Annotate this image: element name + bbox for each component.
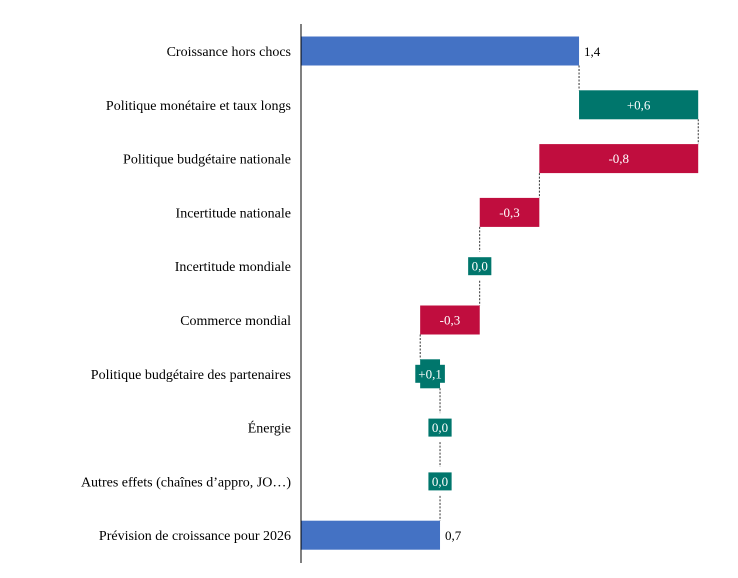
value-label: 0,7 [445, 528, 462, 543]
value-label: 1,4 [584, 44, 601, 59]
value-label-box [468, 257, 492, 276]
category-label: Incertitude nationale [176, 206, 291, 221]
category-label: Autres effets (chaînes d’appro, JO…) [81, 475, 291, 490]
value-label: -0,8 [608, 151, 629, 166]
connector-lines [419, 65, 699, 521]
delta-bar [479, 197, 540, 227]
category-label: Énergie [248, 420, 291, 437]
category-label: Politique budgétaire des partenaires [91, 368, 291, 383]
category-label: Politique budgétaire nationale [123, 153, 291, 168]
value-label: -0,3 [499, 205, 520, 220]
value-label: +0,1 [418, 366, 442, 381]
delta-bar [579, 90, 699, 120]
value-label: 0,0 [432, 474, 448, 489]
delta-bar [539, 144, 699, 174]
category-label: Prévision de croissance pour 2026 [99, 529, 291, 544]
value-label-box [415, 364, 445, 383]
value-label: 0,0 [432, 420, 448, 435]
delta-bar [420, 305, 480, 335]
value-labels: 1,4 +0,6 -0,8 -0,3 0,0 -0,3 +0,1 0,0 0,0 0,7 [415, 44, 651, 543]
total-bar [301, 520, 441, 550]
category-label: Incertitude mondiale [175, 260, 291, 275]
value-label: 0,0 [472, 259, 488, 274]
value-label: -0,3 [440, 313, 461, 328]
bars [301, 36, 699, 550]
category-label: Commerce mondial [180, 314, 291, 329]
category-label: Politique monétaire et taux longs [106, 99, 291, 114]
category-labels: Croissance hors chocs Politique monétaire… [81, 45, 291, 544]
category-label: Croissance hors chocs [167, 45, 291, 60]
value-label: +0,6 [627, 97, 651, 112]
total-bar [301, 36, 580, 66]
value-label-box [428, 472, 452, 491]
value-label-box [428, 418, 452, 437]
